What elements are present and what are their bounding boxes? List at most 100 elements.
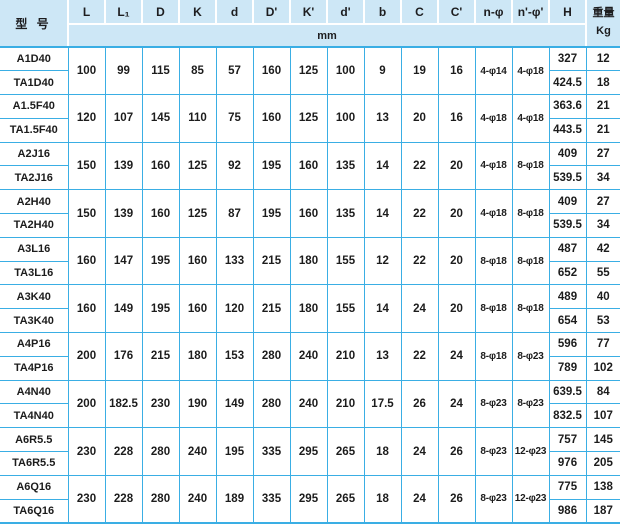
table-row: A4P16 200 176 215 180 153 280 240 210 13 22 24 8-φ18…	[0, 332, 620, 381]
dim-value-cell: 4-φ18	[474, 94, 513, 143]
table-row: A1.5F40 120 107 145 110 75 160 125 100 13 20 16 4-φ1…	[0, 94, 620, 143]
dim-value-cell: 125	[178, 141, 217, 191]
dim-value-cell: 22	[400, 332, 439, 381]
dim-value-cell: 335	[252, 474, 291, 524]
dim-value-cell: 107	[104, 94, 143, 143]
dim-value-cell: 8-φ18	[511, 141, 550, 191]
dim-value-cell: 125	[289, 46, 328, 96]
model-cell: TA1D40	[0, 70, 69, 96]
dim-value-cell: 240	[289, 379, 328, 429]
h-value-cell: 489	[548, 284, 587, 310]
dim-value-cell: 8-φ18	[511, 236, 550, 286]
model-cell: A6R5.5	[0, 427, 69, 453]
h-value-cell: 596	[548, 332, 587, 357]
dim-value-cell: 240	[178, 427, 217, 476]
weight-value-cell: 138	[585, 474, 620, 500]
dim-value-cell: 160	[289, 189, 328, 238]
dim-value-cell: 8-φ18	[474, 284, 513, 334]
dim-value-cell: 4-φ14	[474, 46, 513, 96]
weight-value-cell: 27	[585, 189, 620, 215]
dim-value-cell: 195	[141, 236, 180, 286]
weight-value-cell: 53	[585, 308, 620, 334]
column-header-model: 型 号	[0, 0, 69, 48]
dim-value-cell: 20	[437, 284, 476, 334]
h-value-cell: 654	[548, 308, 587, 334]
dim-value-cell: 24	[400, 427, 439, 476]
table-row: TA6Q16 986 187	[0, 498, 620, 524]
dim-value-cell: 14	[363, 284, 402, 334]
h-value-cell: 639.5	[548, 379, 587, 405]
model-cell: A1D40	[0, 46, 69, 72]
dim-value-cell: 16	[437, 46, 476, 96]
model-cell: A2H40	[0, 189, 69, 215]
h-value-cell: 976	[548, 451, 587, 476]
dim-value-cell: 190	[178, 379, 217, 429]
dim-value-cell: 8-φ23	[511, 332, 550, 381]
dim-value-cell: 24	[437, 332, 476, 381]
dim-value-cell: 195	[141, 284, 180, 334]
dim-value-cell: 12-φ23	[511, 474, 550, 524]
dim-value-cell: 8-φ18	[474, 236, 513, 286]
table-row: TA2H40 539.5 34	[0, 213, 620, 238]
dim-value-cell: 230	[141, 379, 180, 429]
dim-value-cell: 24	[437, 379, 476, 429]
dim-value-cell: 20	[437, 141, 476, 191]
model-cell: TA4P16	[0, 355, 69, 381]
dim-value-cell: 215	[252, 236, 291, 286]
dim-value-cell: 195	[215, 427, 254, 476]
dim-value-cell: 125	[178, 189, 217, 238]
dim-value-cell: 230	[67, 427, 106, 476]
weight-value-cell: 34	[585, 165, 620, 191]
model-cell: TA1.5F40	[0, 117, 69, 143]
dim-value-cell: 24	[400, 474, 439, 524]
h-value-cell: 327	[548, 46, 587, 72]
dim-value-cell: 9	[363, 46, 402, 96]
h-value-cell: 409	[548, 189, 587, 215]
unit-row-mm-label: mm	[68, 23, 587, 48]
dim-value-cell: 18	[363, 474, 402, 524]
dim-value-cell: 120	[67, 94, 106, 143]
column-header-n: n-φ	[475, 0, 513, 24]
model-cell: TA3K40	[0, 308, 69, 334]
dim-value-cell: 4-φ18	[511, 46, 550, 96]
dim-value-cell: 160	[178, 284, 217, 334]
model-cell: A4N40	[0, 379, 69, 405]
model-cell: A1.5F40	[0, 94, 69, 119]
weight-value-cell: 102	[585, 355, 620, 381]
h-value-cell: 652	[548, 260, 587, 286]
dim-value-cell: 24	[400, 284, 439, 334]
table-row: TA2J16 539.5 34	[0, 165, 620, 191]
dim-value-cell: 92	[215, 141, 254, 191]
table-row: A2J16 150 139 160 125 92 195 160 135 14 22 20 4-φ18 8…	[0, 141, 620, 191]
dim-value-cell: 16	[437, 94, 476, 143]
dim-value-cell: 160	[67, 236, 106, 286]
dim-value-cell: 210	[326, 379, 365, 429]
weight-value-cell: 34	[585, 213, 620, 238]
dim-value-cell: 280	[252, 379, 291, 429]
table-row: A3L16 160 147 195 160 133 215 180 155 12 22 20 8-φ18…	[0, 236, 620, 286]
weight-unit-label: Kg	[596, 25, 611, 37]
dim-value-cell: 135	[326, 189, 365, 238]
dim-value-cell: 8-φ23	[474, 474, 513, 524]
dim-value-cell: 265	[326, 427, 365, 476]
dim-value-cell: 155	[326, 284, 365, 334]
weight-value-cell: 12	[585, 46, 620, 72]
dim-value-cell: 26	[400, 379, 439, 429]
dim-value-cell: 133	[215, 236, 254, 286]
dim-value-cell: 215	[141, 332, 180, 381]
table-row: A3K40 160 149 195 160 120 215 180 155 14 24 20 8-φ18…	[0, 284, 620, 334]
dim-value-cell: 75	[215, 94, 254, 143]
dim-value-cell: 14	[363, 141, 402, 191]
h-value-cell: 539.5	[548, 165, 587, 191]
dim-value-cell: 150	[67, 141, 106, 191]
table-row: TA4N40 832.5 107	[0, 403, 620, 429]
dim-value-cell: 200	[67, 332, 106, 381]
dim-value-cell: 17.5	[363, 379, 402, 429]
dim-value-cell: 22	[400, 189, 439, 238]
dim-value-cell: 8-φ23	[474, 427, 513, 476]
dim-value-cell: 8-φ23	[474, 379, 513, 429]
h-value-cell: 487	[548, 236, 587, 262]
dim-value-cell: 13	[363, 332, 402, 381]
h-value-cell: 832.5	[548, 403, 587, 429]
